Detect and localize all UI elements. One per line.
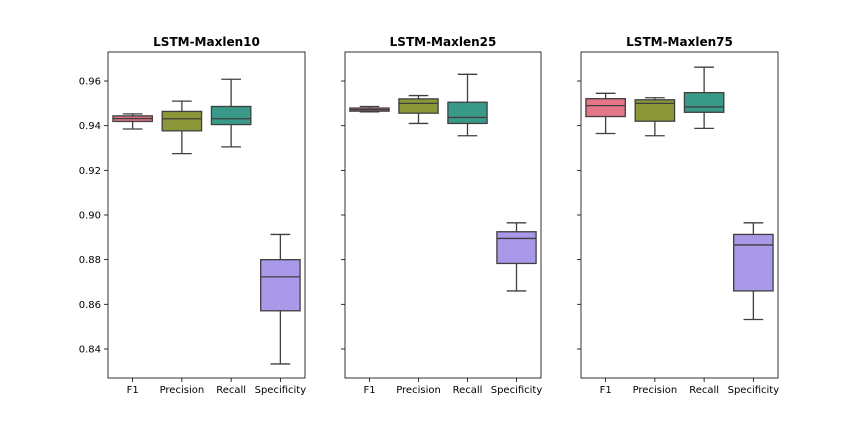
box-f1 [349,105,390,113]
x-tick-label: Precision [396,385,441,396]
axes-frame [344,51,542,379]
box-precision [161,100,203,155]
iqr-box [634,99,676,122]
box-specificity [733,222,774,321]
iqr-box [161,110,203,132]
iqr-box [683,91,725,113]
x-tick-label: Specificity [491,385,543,396]
panel-title: LSTM-Maxlen25 [390,35,497,49]
iqr-box [398,98,439,114]
y-tick-label: 0.86 [79,300,101,311]
axes-frame [580,51,779,379]
iqr-box [210,105,252,126]
x-tick-label: Recall [453,385,483,396]
box-specificity [496,222,537,292]
axes-frame [107,51,306,379]
y-tick-label: 0.92 [79,166,101,177]
y-tick-label: 0.96 [79,77,101,88]
x-tick-label: Precision [633,385,678,396]
box-precision [634,97,676,137]
panel-2: LSTM-Maxlen25 F1 Precision Recall Specificit… [341,35,542,396]
x-tick-label: Recall [216,385,246,396]
y-tick-label: 0.88 [79,255,101,266]
x-tick-label: F1 [127,385,139,396]
iqr-box [585,98,626,118]
y-tick-label: 0.94 [79,121,101,132]
x-tick-label: Specificity [728,385,780,396]
x-tick-label: Specificity [255,385,307,396]
panel-3: LSTM-Maxlen75 F1 Precision Recall Specificit… [577,35,779,396]
x-tick-label: Recall [689,385,719,396]
iqr-box [496,231,537,265]
x-tick-label: F1 [600,385,612,396]
x-tick-label: Precision [160,385,205,396]
box-recall [210,78,252,148]
box-f1 [585,92,626,135]
iqr-box [260,259,301,312]
panel-1: LSTM-Maxlen10 0.84 0.86 0.88 0.90 0.92 0.94 0.9… [79,35,306,396]
y-tick-label: 0.84 [79,344,101,355]
box-specificity [260,233,301,365]
box-precision [398,94,439,125]
box-recall [447,73,488,137]
box-recall [683,66,725,130]
box-f1 [112,113,153,130]
x-tick-label: F1 [363,385,375,396]
panel-title: LSTM-Maxlen75 [626,35,733,49]
iqr-box [447,101,488,125]
panel-title: LSTM-Maxlen10 [153,35,260,49]
iqr-box [733,233,774,292]
y-tick-label: 0.90 [79,211,101,222]
